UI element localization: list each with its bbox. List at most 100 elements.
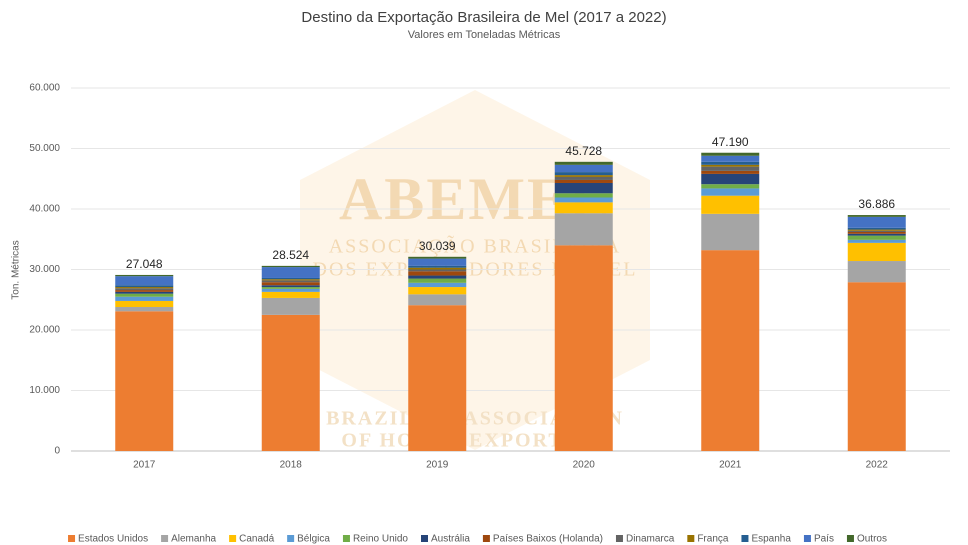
legend-label: Alemanha (171, 534, 216, 545)
bar-segment (408, 256, 467, 259)
bar-segment (115, 288, 174, 291)
legend-swatch (615, 535, 623, 542)
bar-segment (554, 161, 613, 165)
bar-segment (847, 239, 906, 243)
bar-segment (554, 193, 613, 198)
bar-segment (261, 288, 320, 292)
legend-swatch (741, 535, 749, 542)
bar-segment (554, 182, 613, 194)
legend-label: Estados Unidos (78, 534, 148, 545)
bar-segment (554, 172, 613, 176)
legend-label: Canadá (239, 534, 274, 545)
bar-segment (847, 230, 906, 232)
bar-segment (408, 258, 467, 266)
x-tick-label: 2019 (426, 460, 449, 471)
bar-segment (261, 279, 320, 281)
bar-segment (847, 282, 906, 451)
bar-segment (701, 195, 760, 214)
total-label: 28.524 (272, 248, 309, 262)
legend-swatch (803, 535, 811, 542)
bar-segment (408, 278, 467, 283)
legend-label: Austrália (431, 534, 470, 545)
bar-segment (261, 267, 320, 278)
bar-segment (408, 282, 467, 288)
bar-segment (701, 155, 760, 162)
bar-segment (701, 152, 760, 156)
legend-swatch (68, 535, 76, 542)
bar-segment (115, 296, 174, 301)
bar-segment (408, 271, 467, 276)
bar-segment (408, 287, 467, 295)
y-tick-label: 40.000 (29, 204, 60, 215)
chart-subtitle: Valores em Toneladas Métricas (408, 29, 561, 41)
bar-segment (847, 235, 906, 240)
bar-segment (115, 311, 174, 451)
bar-segment (261, 285, 320, 288)
total-label: 45.728 (565, 144, 602, 158)
bar-segment (408, 294, 467, 306)
legend-swatch (161, 535, 169, 542)
legend-label: Bélgica (297, 534, 330, 545)
legend-swatch (342, 535, 350, 542)
bar-segment (554, 202, 613, 214)
x-tick-label: 2020 (573, 460, 596, 471)
chart-title: Destino da Exportação Brasileira de Mel … (301, 9, 666, 26)
y-tick-label: 20.000 (29, 325, 60, 336)
bar-segment (701, 166, 760, 171)
bar-segment (701, 161, 760, 165)
bar-segment (701, 184, 760, 189)
y-tick-label: 10.000 (29, 385, 60, 396)
bar-segment (261, 287, 320, 289)
bar-segment (115, 300, 174, 308)
y-axis-label: Ton. Métricas (11, 240, 22, 299)
legend-swatch (687, 535, 695, 542)
y-tick-label: 60.000 (29, 83, 60, 94)
legend-label: Espanha (751, 534, 791, 545)
legend-label: Reino Unido (353, 534, 408, 545)
bar-segment (115, 293, 174, 297)
bar-segment (261, 291, 320, 298)
bar-segment (847, 227, 906, 230)
bar-segment (261, 297, 320, 315)
bar-segment (847, 216, 906, 228)
bar-segment (115, 287, 174, 289)
bar-segment (115, 285, 174, 288)
bar-segment (115, 276, 174, 286)
bar-segment (847, 215, 906, 217)
y-tick-label: 30.000 (29, 264, 60, 275)
total-label: 36.886 (858, 197, 895, 211)
bar-segment (847, 242, 906, 262)
bar-segment (115, 290, 174, 292)
legend-swatch (287, 535, 295, 542)
legend-label: Dinamarca (626, 534, 675, 545)
x-tick-label: 2017 (133, 460, 156, 471)
bar-segment (847, 261, 906, 283)
legend-label: França (697, 534, 729, 545)
bar-segment (554, 175, 613, 177)
legend-swatch (482, 535, 490, 542)
total-label: 27.048 (126, 257, 163, 271)
bar-segment (115, 307, 174, 312)
bar-segment (847, 231, 906, 234)
bar-segment (554, 197, 613, 203)
bar-segment (115, 291, 174, 294)
x-tick-label: 2018 (280, 460, 303, 471)
bar-segment (554, 179, 613, 183)
watermark-text: BRAZILIAN ASSOCIATION (326, 408, 624, 430)
watermark-text: OF HONEY EXPORTERS (341, 430, 608, 452)
legend-label: Países Baixos (Holanda) (493, 534, 603, 545)
bar-segment (701, 213, 760, 251)
legend-swatch (229, 535, 237, 542)
bar-segment (701, 164, 760, 167)
total-label: 30.039 (419, 239, 456, 253)
bar-segment (261, 280, 320, 283)
bar-segment (554, 164, 613, 173)
x-tick-label: 2022 (866, 460, 889, 471)
legend-swatch (421, 535, 428, 542)
bar-segment (115, 274, 174, 277)
bar-segment (847, 229, 906, 231)
y-tick-label: 0 (54, 446, 60, 457)
bar-segment (408, 265, 467, 268)
bar-segment (847, 233, 906, 236)
